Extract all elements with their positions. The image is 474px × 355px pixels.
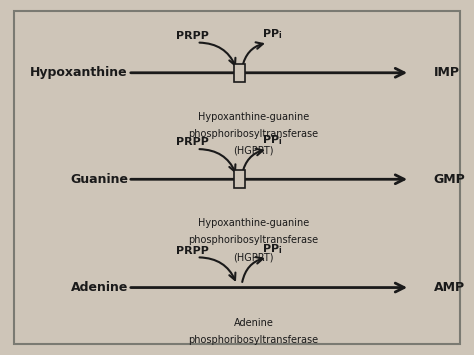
Text: Guanine: Guanine xyxy=(70,173,128,186)
Text: PRPP: PRPP xyxy=(175,31,209,41)
Bar xyxy=(234,170,245,188)
Text: GMP: GMP xyxy=(434,173,465,186)
Text: PP$_\mathregular{i}$: PP$_\mathregular{i}$ xyxy=(262,242,283,256)
Text: phosphoribosyltransferase: phosphoribosyltransferase xyxy=(189,335,319,345)
Text: PP$_\mathregular{i}$: PP$_\mathregular{i}$ xyxy=(262,133,283,147)
Text: Adenine: Adenine xyxy=(71,281,128,294)
Text: AMP: AMP xyxy=(434,281,465,294)
Bar xyxy=(234,64,245,82)
Text: phosphoribosyltransferase: phosphoribosyltransferase xyxy=(189,235,319,245)
Text: phosphoribosyltransferase: phosphoribosyltransferase xyxy=(189,129,319,139)
Text: PRPP: PRPP xyxy=(175,246,209,256)
Text: Hypoxanthine: Hypoxanthine xyxy=(30,66,128,79)
Text: Hypoxanthine-guanine: Hypoxanthine-guanine xyxy=(198,112,309,122)
Text: (HGPRT): (HGPRT) xyxy=(233,146,274,156)
Text: Adenine: Adenine xyxy=(234,318,273,328)
Text: PP$_\mathregular{i}$: PP$_\mathregular{i}$ xyxy=(262,27,283,41)
Text: Hypoxanthine-guanine: Hypoxanthine-guanine xyxy=(198,218,309,228)
Text: IMP: IMP xyxy=(434,66,460,79)
Text: PRPP: PRPP xyxy=(175,137,209,147)
Text: (HGPRT): (HGPRT) xyxy=(233,252,274,262)
